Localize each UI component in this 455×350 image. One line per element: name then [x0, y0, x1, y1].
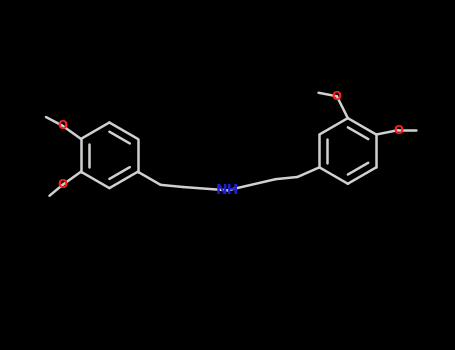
Text: O: O — [332, 90, 342, 103]
Text: O: O — [393, 124, 403, 136]
Text: O: O — [58, 119, 68, 132]
Text: O: O — [58, 178, 68, 191]
Text: NH: NH — [216, 183, 239, 197]
